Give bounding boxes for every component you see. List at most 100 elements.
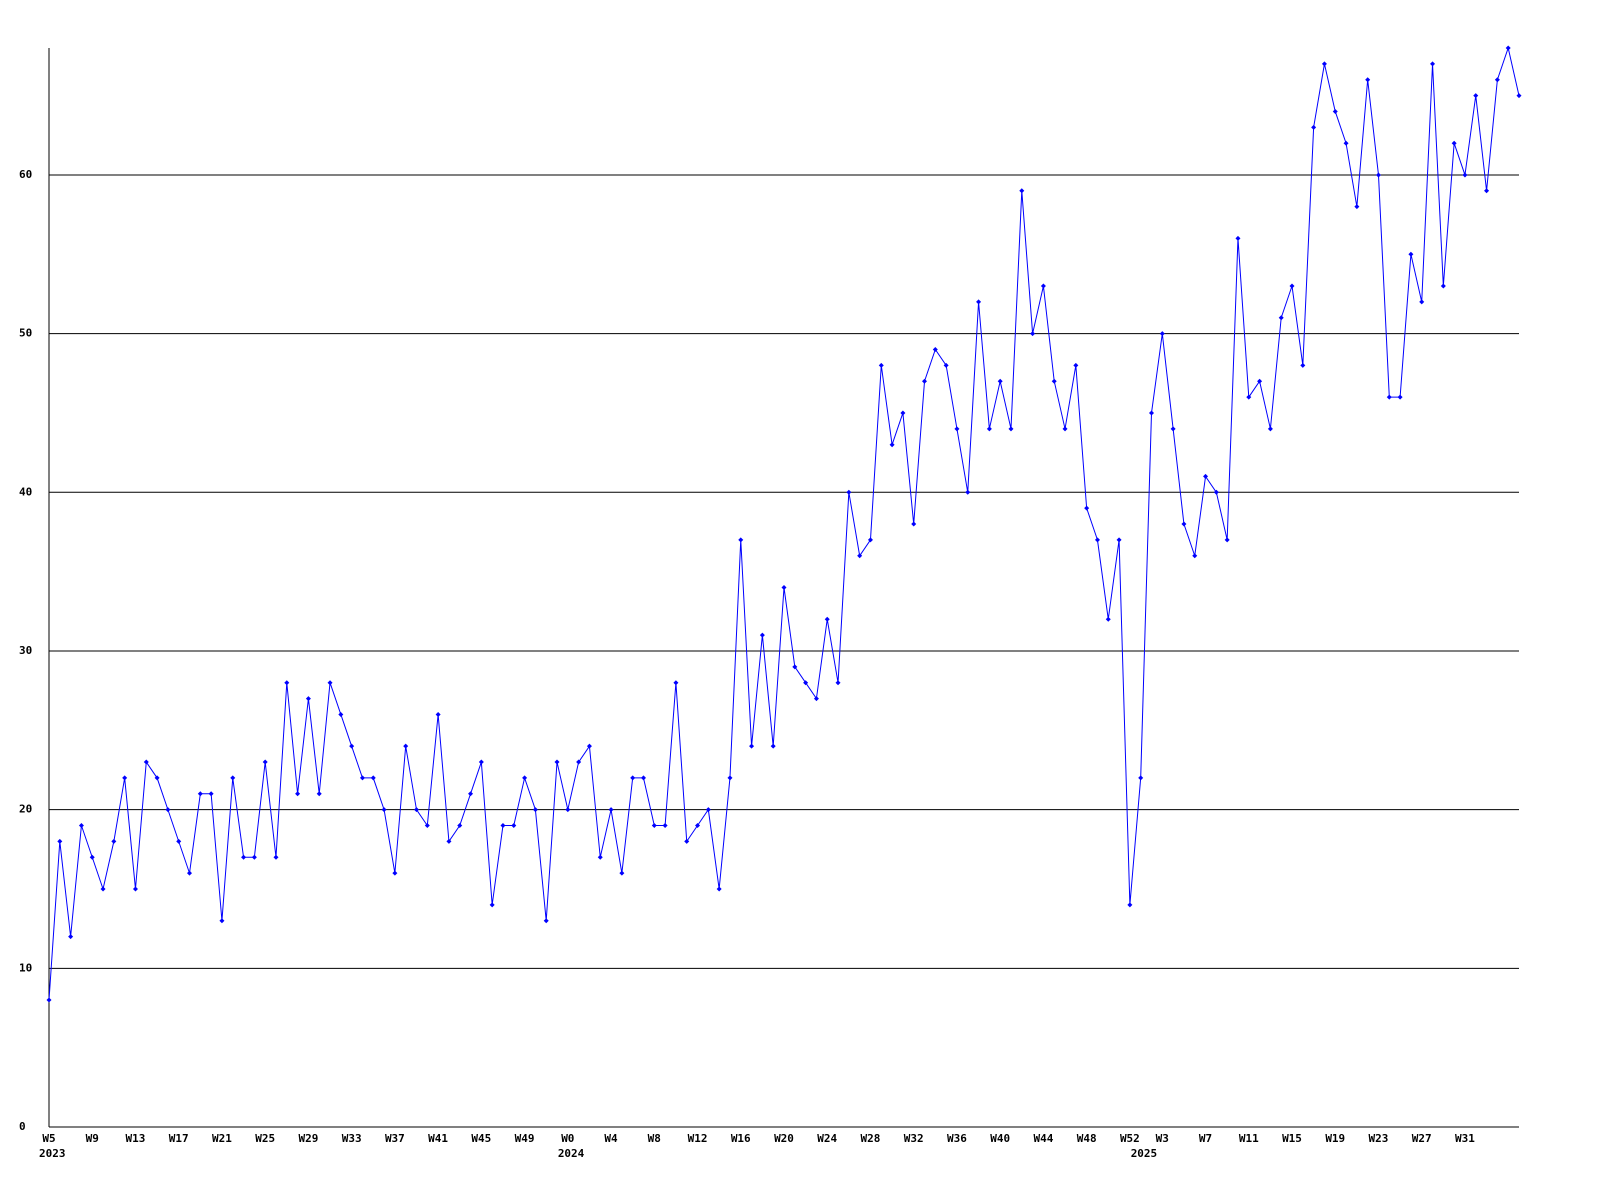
point-marker — [824, 616, 830, 622]
point-marker — [1484, 188, 1490, 194]
point-marker — [1159, 331, 1165, 337]
point-marker — [468, 791, 474, 797]
point-marker — [305, 696, 311, 702]
x-tick-label: W16 — [731, 1132, 751, 1145]
point-marker — [997, 378, 1003, 384]
point-marker — [489, 902, 495, 908]
point-marker — [565, 807, 571, 813]
point-marker — [1030, 331, 1036, 337]
point-marker — [727, 775, 733, 781]
x-tick-label: W32 — [904, 1132, 924, 1145]
x-tick-label: W36 — [947, 1132, 967, 1145]
x-year-label: 2025 — [1131, 1147, 1158, 1160]
point-marker — [705, 807, 711, 813]
point-marker — [651, 823, 657, 829]
point-marker — [586, 743, 592, 749]
point-marker — [446, 838, 452, 844]
point-marker — [1278, 315, 1284, 321]
point-marker — [1440, 283, 1446, 289]
point-marker — [1149, 410, 1154, 416]
point-marker — [1170, 426, 1176, 432]
point-marker — [716, 886, 722, 892]
point-marker — [576, 759, 582, 765]
x-tick-label: W24 — [817, 1132, 837, 1145]
point-marker — [1094, 537, 1100, 543]
point-marker — [1203, 473, 1209, 479]
point-marker — [532, 807, 538, 813]
point-marker — [165, 807, 171, 813]
x-tick-label: W21 — [212, 1132, 232, 1145]
point-marker — [846, 489, 852, 495]
y-tick-label: 50 — [19, 327, 32, 340]
point-marker — [630, 775, 636, 781]
x-tick-label: W48 — [1077, 1132, 1097, 1145]
point-marker — [738, 537, 744, 543]
point-marker — [132, 886, 138, 892]
point-marker — [835, 680, 841, 686]
point-marker — [1505, 45, 1511, 51]
x-tick-label: W0 — [561, 1132, 574, 1145]
x-tick-label: W29 — [298, 1132, 318, 1145]
point-marker — [478, 759, 484, 765]
x-tick-label: W33 — [342, 1132, 362, 1145]
point-marker — [46, 997, 52, 1003]
point-marker — [1246, 394, 1252, 400]
point-marker — [500, 823, 506, 829]
x-tick-label: W5 — [42, 1132, 55, 1145]
point-marker — [554, 759, 560, 765]
y-tick-label: 0 — [19, 1120, 26, 1133]
x-tick-label: W8 — [648, 1132, 661, 1145]
point-marker — [1365, 77, 1371, 83]
x-tick-label: W13 — [126, 1132, 146, 1145]
point-marker — [900, 410, 906, 416]
y-tick-label: 30 — [19, 644, 32, 657]
point-marker — [424, 823, 430, 829]
point-marker — [976, 299, 982, 305]
point-marker — [781, 585, 787, 590]
point-marker — [684, 838, 690, 844]
point-marker — [1235, 235, 1241, 241]
series-line — [48, 46, 1520, 1001]
point-marker — [1051, 378, 1057, 384]
point-marker — [1343, 140, 1349, 146]
point-marker — [1516, 93, 1522, 99]
point-marker — [1332, 108, 1338, 114]
x-tick-label: W40 — [990, 1132, 1010, 1145]
point-marker — [1289, 283, 1295, 289]
point-marker — [359, 775, 365, 781]
point-marker — [435, 711, 441, 717]
point-marker — [965, 489, 971, 495]
x-tick-label: W9 — [86, 1132, 99, 1145]
point-marker — [857, 553, 863, 559]
point-marker — [1019, 188, 1025, 194]
point-marker — [1408, 251, 1414, 257]
point-marker — [100, 886, 106, 892]
x-tick-label: W17 — [169, 1132, 189, 1145]
point-marker — [68, 934, 74, 940]
x-tick-label: W37 — [385, 1132, 405, 1145]
point-marker — [608, 807, 614, 813]
x-tick-label: W11 — [1239, 1132, 1259, 1145]
point-marker — [176, 838, 182, 844]
point-marker — [597, 854, 603, 860]
point-marker — [867, 537, 873, 543]
point-marker — [1267, 426, 1273, 432]
x-tick-label: W31 — [1455, 1132, 1475, 1145]
point-marker — [381, 807, 387, 813]
point-marker — [230, 775, 236, 781]
point-marker — [1257, 378, 1263, 384]
x-tick-label: W3 — [1156, 1132, 1169, 1145]
x-tick-label: W15 — [1282, 1132, 1302, 1145]
point-marker — [1321, 61, 1327, 67]
point-marker — [154, 775, 160, 781]
point-marker — [1040, 283, 1046, 289]
point-marker — [1386, 394, 1392, 400]
point-marker — [1138, 775, 1144, 781]
x-tick-label: W4 — [604, 1132, 618, 1145]
point-marker — [1181, 521, 1187, 527]
point-marker — [1311, 124, 1317, 130]
point-marker — [662, 823, 668, 829]
point-marker — [1462, 172, 1468, 178]
